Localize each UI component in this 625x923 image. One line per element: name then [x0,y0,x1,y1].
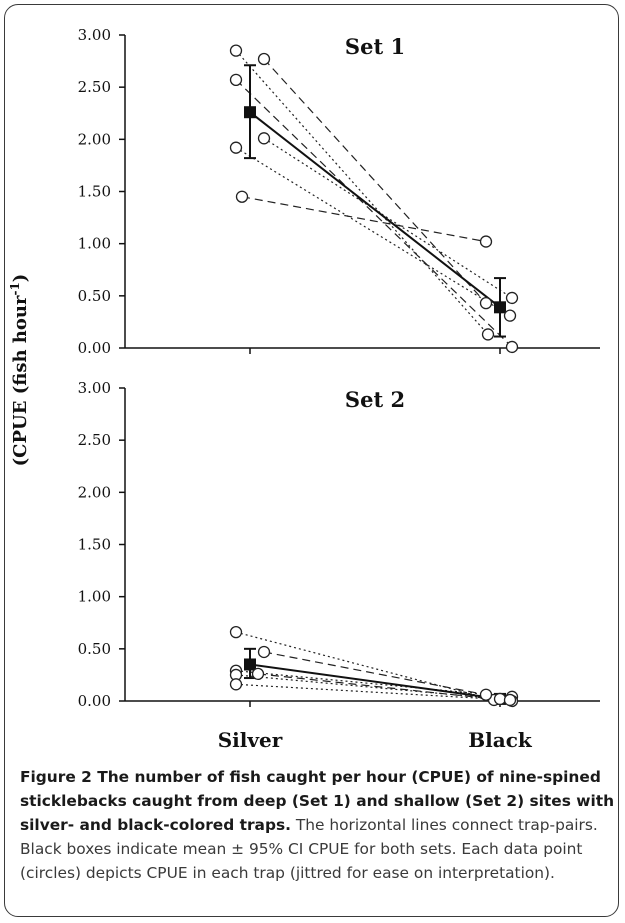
data-point-black [503,693,517,707]
y-tick-label: 0.50 [78,640,111,658]
mean-line [249,663,501,700]
data-point-silver [235,190,249,203]
y-tick-label: 0.50 [78,287,111,305]
data-point-black [479,296,493,310]
trap-pair-line [235,79,513,348]
mean-line [249,111,501,309]
y-tick-label: 2.50 [78,78,111,96]
y-tick-label: 3.00 [78,379,111,397]
trap-pair-line [235,50,489,335]
x-category-label: Silver [218,728,283,752]
mean-marker [244,658,256,671]
caption-title: Figure 2 The number of fish caught per h… [20,768,615,834]
trap-pair-line [257,673,513,702]
x-category-label: Black [468,728,533,752]
trap-pair-line [235,683,511,701]
y-tick-label: 2.00 [78,483,111,501]
trap-pair-line [235,147,511,317]
data-point-black [503,309,517,322]
data-point-black [505,291,519,305]
data-point-silver [229,141,243,154]
mean-marker [244,106,256,119]
data-point-black [481,328,495,341]
trap-pair-line [235,674,501,700]
data-point-black [493,692,507,706]
data-point-black [479,235,493,248]
trap-pair-line [235,631,495,701]
caption-body: The horizontal lines connect trap-pairs.… [20,816,598,882]
figure-frame [4,4,619,917]
chart-area: 0.00 0.50 1.00 1.50 2.00 2.50 3.00 Set 1 (CPUE (… [8,26,600,752]
y-tick-label: 0.00 [78,692,111,710]
y-tick-label: 2.50 [78,431,111,449]
y-axis-title: (CPUE (fish hour-1) [8,274,31,467]
data-point-black [479,688,493,701]
y-tick-label: 1.50 [78,183,111,201]
trap-pair-line [241,196,487,243]
data-point-silver [229,44,243,57]
trap-pair-line [235,670,513,698]
data-point-silver [251,667,265,681]
data-point-silver [257,132,271,145]
data-point-silver [257,645,271,659]
y-tick-label: 0.00 [78,339,111,357]
mean-marker [494,301,506,314]
y-tick-label: 3.00 [78,26,111,44]
data-point-silver [229,73,243,87]
y-tick-label: 1.00 [78,235,111,253]
y-tick-label: 1.50 [78,536,111,554]
trap-pair-line [263,651,487,696]
data-point-silver [229,625,243,639]
trap-pair-line [263,58,487,304]
trap-pair-line [263,137,513,299]
y-tick-label: 2.00 [78,130,111,148]
figure-caption: Figure 2 The number of fish caught per h… [20,765,616,885]
y-tick-label: 1.00 [78,588,111,606]
panel-title: Set 2 [345,387,405,412]
data-point-black [505,340,519,354]
data-point-silver [229,678,243,691]
panel-title: Set 1 [345,34,405,59]
data-point-silver [257,52,271,66]
